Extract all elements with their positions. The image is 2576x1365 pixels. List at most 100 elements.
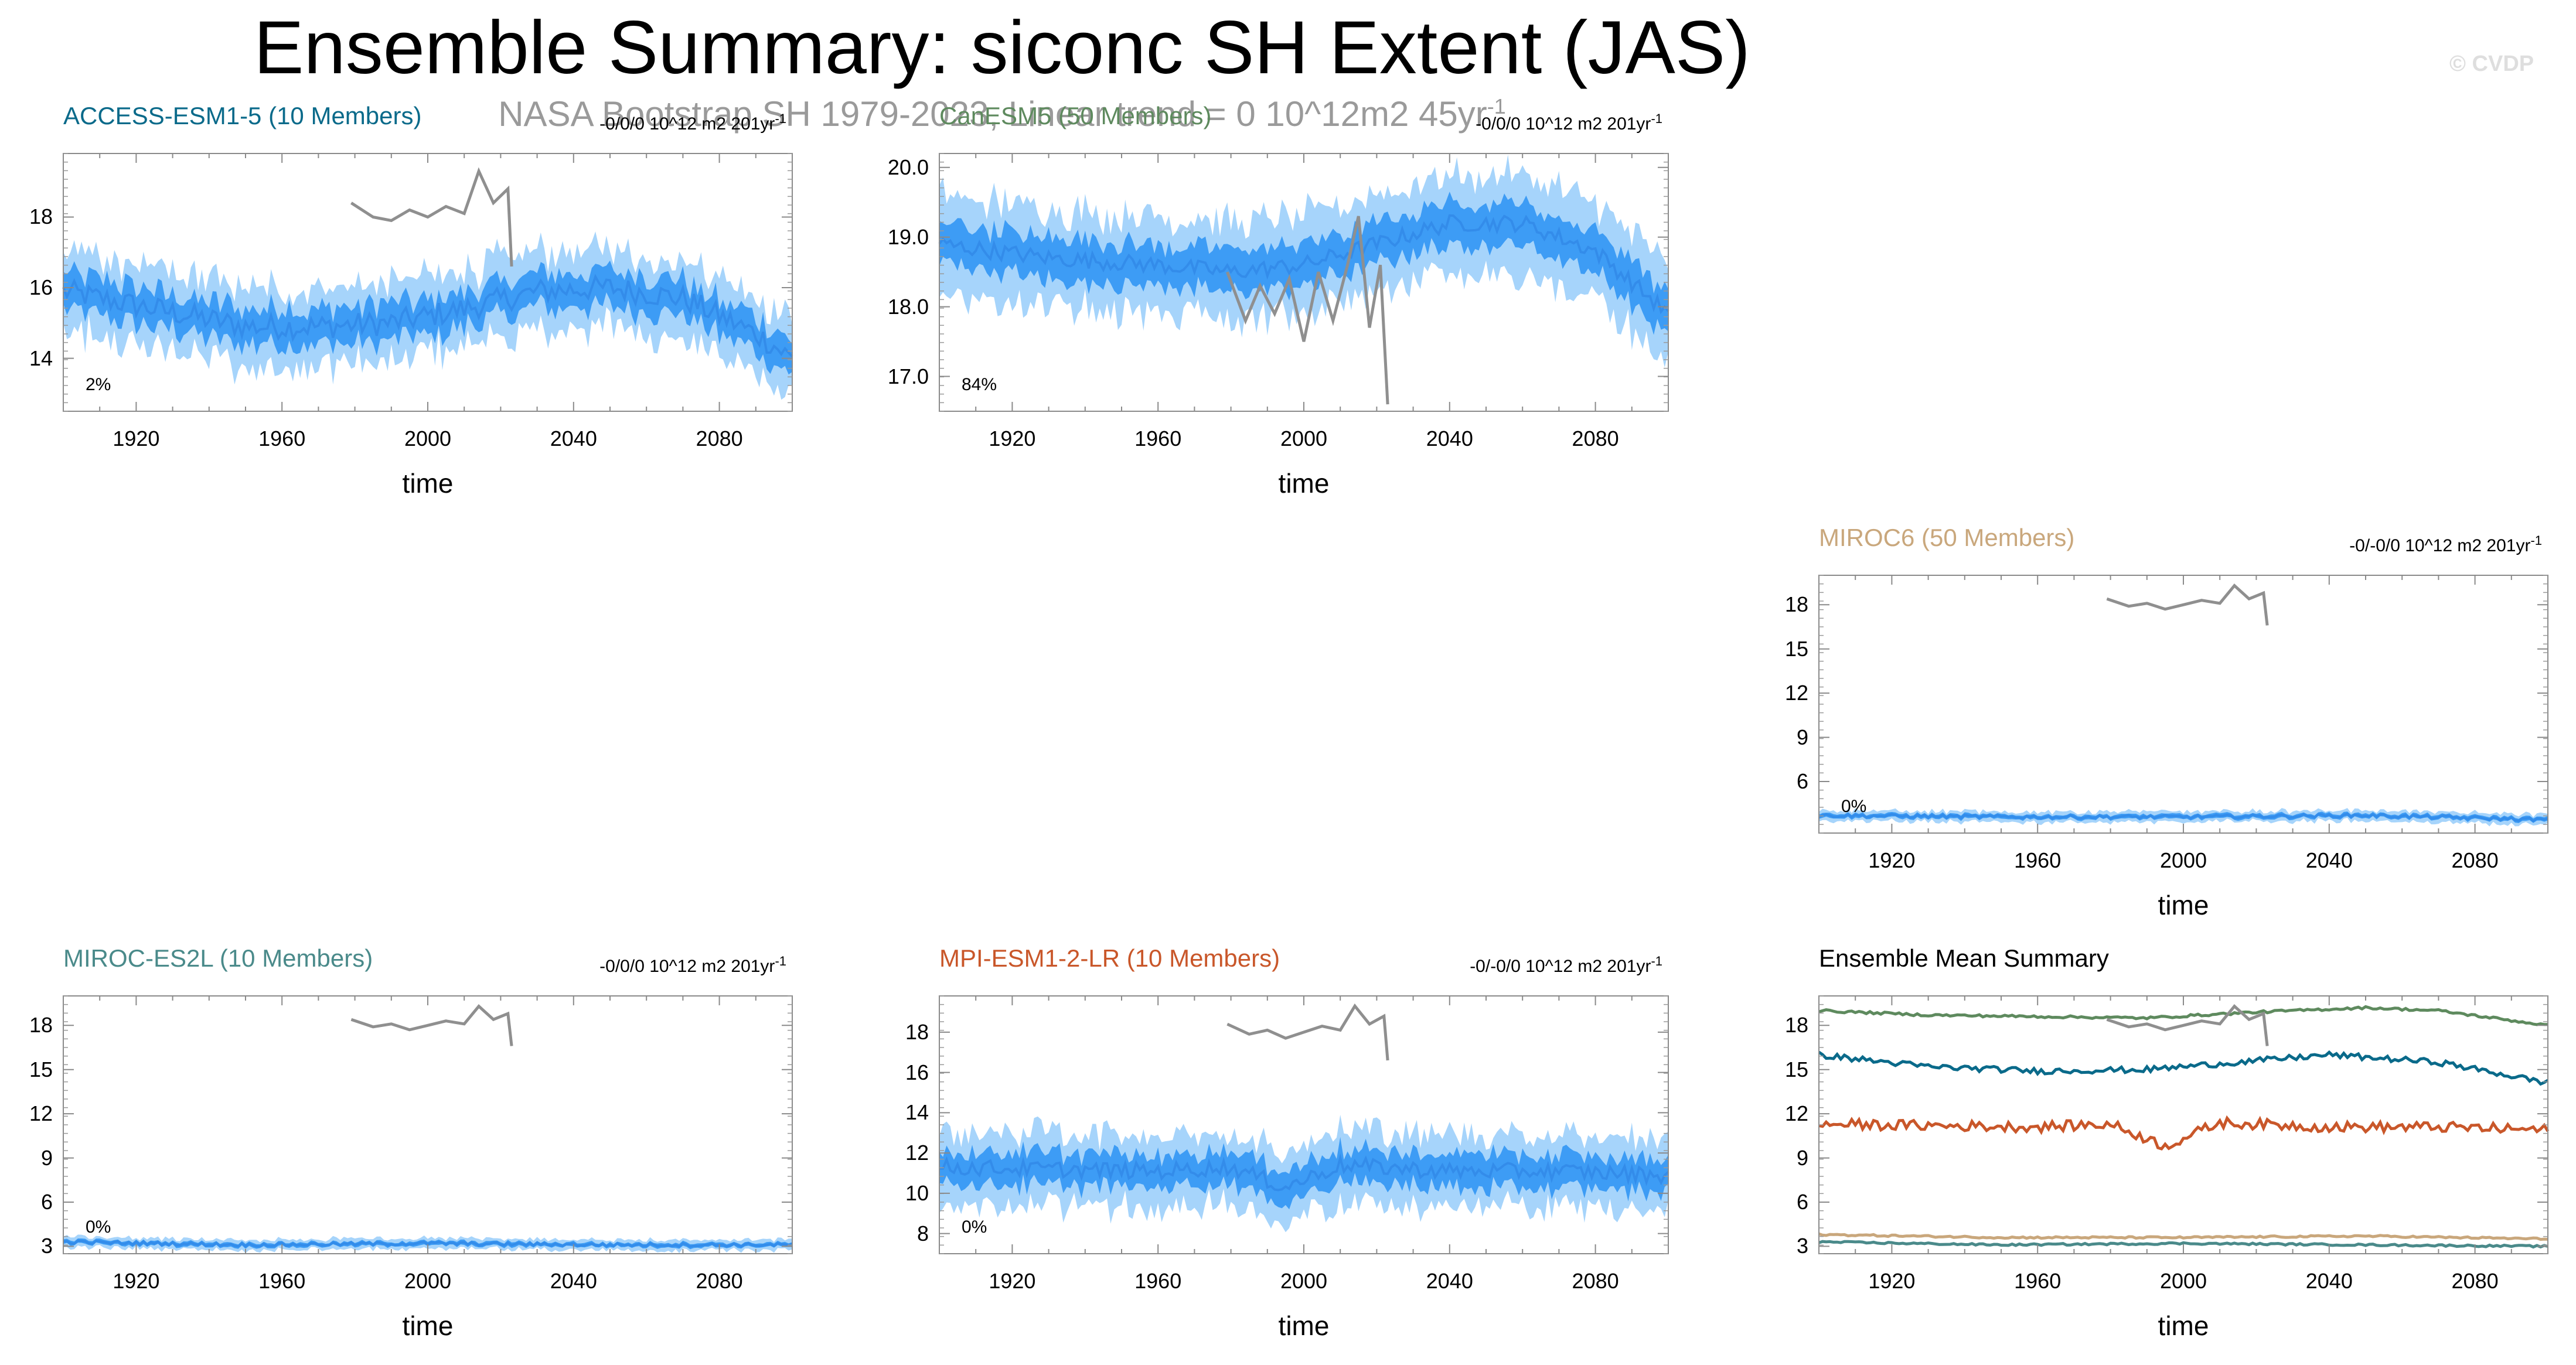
panel-title: MIROC-ES2L (10 Members): [63, 944, 373, 972]
x-tick-label: 1960: [1134, 426, 1182, 451]
y-tick-label: 12: [1784, 1101, 1808, 1126]
summary-series-line-3: [1818, 1115, 2550, 1151]
y-tick-label: 6: [1796, 769, 1808, 793]
x-tick-label: 2080: [2451, 1269, 2499, 1293]
panel-title: MIROC6 (50 Members): [1819, 524, 2075, 551]
trend-superscript: -1: [775, 954, 786, 968]
interquartile-band: [63, 260, 792, 375]
x-axis-label: time: [2158, 890, 2209, 920]
x-axis-label: time: [1278, 468, 1330, 499]
x-tick-label: 2040: [550, 1269, 597, 1293]
panel-trend-label: -0/-0/0 10^12 m2 201yr-1: [1470, 954, 1662, 977]
plot-frame: [939, 995, 1669, 1254]
panel-trend-label: -0/-0/0 10^12 m2 201yr-1: [2349, 533, 2542, 556]
plot-area-mpi: [939, 995, 1669, 1254]
observations-line: [1226, 216, 1389, 405]
summary-series-line-2: [1818, 1050, 2549, 1086]
trend-text: -0/-0/0 10^12 m2 201yr: [1470, 957, 1651, 976]
figure-title: Ensemble Summary: siconc SH Extent (JAS): [254, 6, 1750, 90]
x-tick-label: 2040: [1426, 1269, 1473, 1293]
trend-superscript: -1: [1651, 111, 1662, 126]
y-tick-label: 6: [40, 1190, 53, 1214]
x-axis-label: time: [2158, 1311, 2209, 1341]
y-tick-label: 12: [905, 1141, 929, 1165]
plot-area-mirocl: [63, 995, 793, 1254]
summary-series-line-4: [1818, 1232, 2548, 1241]
x-tick-label: 1920: [113, 426, 160, 451]
x-tick-label: 1960: [2014, 1269, 2062, 1293]
y-tick-label: 18: [905, 1019, 929, 1044]
y-tick-label: 9: [1796, 725, 1808, 749]
y-tick-label: 9: [1796, 1145, 1808, 1170]
plot-area-canesm: [938, 153, 1669, 412]
plot-area-access: [62, 153, 793, 412]
x-axis-label: time: [402, 468, 454, 499]
plot-frame: [1818, 575, 2548, 834]
x-axis-label: time: [1278, 1311, 1330, 1341]
x-tick-label: 1920: [1868, 1269, 1916, 1293]
x-tick-label: 2040: [2305, 1269, 2353, 1293]
x-tick-label: 2080: [696, 1269, 743, 1293]
y-tick-label: 12: [29, 1101, 53, 1126]
observations-line: [350, 167, 513, 267]
ensemble-mean-line: [1818, 813, 2548, 823]
x-tick-label: 1960: [2014, 848, 2062, 872]
y-tick-label: 18: [29, 1013, 53, 1038]
y-tick-label: 18: [1784, 1013, 1808, 1038]
percent-label: 0%: [1841, 797, 1867, 816]
y-tick-label: 3: [1796, 1234, 1808, 1258]
y-tick-label: 15: [1784, 636, 1808, 661]
y-tick-label: 6: [1796, 1190, 1808, 1214]
trend-text: -0/-0/0 10^12 m2 201yr: [2349, 536, 2531, 555]
x-tick-label: 2000: [404, 426, 452, 451]
percent-label: 2%: [86, 375, 111, 394]
y-tick-label: 19.0: [887, 224, 929, 249]
trend-superscript: -1: [2530, 533, 2542, 548]
plot-frame: [63, 995, 793, 1254]
x-tick-label: 2080: [2451, 848, 2499, 872]
x-axis-label: time: [402, 1311, 454, 1341]
panel-trend-label: -0/0/0 10^12 m2 201yr-1: [599, 954, 786, 977]
summary-series-line-1: [1818, 1005, 2548, 1026]
panel-trend-label: -0/0/0 10^12 m2 201yr-1: [599, 111, 786, 134]
panel-title: Ensemble Mean Summary: [1819, 944, 2109, 972]
x-tick-label: 1920: [989, 1269, 1036, 1293]
x-tick-label: 1960: [1134, 1269, 1182, 1293]
y-tick-label: 18: [1784, 592, 1808, 617]
x-tick-label: 2000: [1280, 426, 1328, 451]
y-tick-label: 14: [29, 346, 53, 370]
y-tick-label: 18: [29, 204, 53, 229]
x-tick-label: 2080: [696, 426, 743, 451]
y-tick-label: 16: [905, 1060, 929, 1084]
observations-line: [2106, 583, 2269, 626]
y-tick-label: 12: [1784, 681, 1808, 705]
x-tick-label: 1960: [258, 1269, 306, 1293]
plot-area-summary: [1818, 995, 2550, 1254]
subtitle-text: NASA Bootstrap SH 1979-2023, Linear tren…: [498, 94, 1487, 134]
ensemble-mean-line: [62, 274, 793, 357]
subtitle-superscript: -1: [1487, 94, 1506, 118]
y-tick-label: 15: [29, 1057, 53, 1081]
x-tick-label: 2000: [2159, 1269, 2207, 1293]
y-tick-label: 9: [40, 1145, 53, 1170]
x-tick-label: 2080: [1572, 1269, 1619, 1293]
panel-title: CanESM5 (50 Members): [939, 102, 1212, 129]
x-tick-label: 1920: [1868, 848, 1916, 872]
observations-line: [350, 1004, 513, 1046]
y-tick-label: 10: [905, 1180, 929, 1205]
x-tick-label: 2080: [1572, 426, 1619, 451]
trend-superscript: -1: [1651, 954, 1662, 968]
x-tick-label: 2040: [1426, 426, 1473, 451]
y-tick-label: 18.0: [887, 294, 929, 319]
trend-superscript: -1: [775, 111, 786, 126]
x-tick-label: 1920: [989, 426, 1036, 451]
x-tick-label: 2000: [2159, 848, 2207, 872]
observations-line: [2106, 1004, 2269, 1046]
trend-text: -0/0/0 10^12 m2 201yr: [599, 114, 775, 134]
panel-trend-label: -0/0/0 10^12 m2 201yr-1: [1476, 111, 1662, 134]
trend-text: -0/0/0 10^12 m2 201yr: [1476, 114, 1651, 134]
summary-series-line-5: [1818, 1240, 2548, 1249]
y-tick-label: 3: [40, 1234, 53, 1258]
y-tick-label: 20.0: [887, 155, 929, 179]
panel-title: MPI-ESM1-2-LR (10 Members): [939, 944, 1280, 972]
